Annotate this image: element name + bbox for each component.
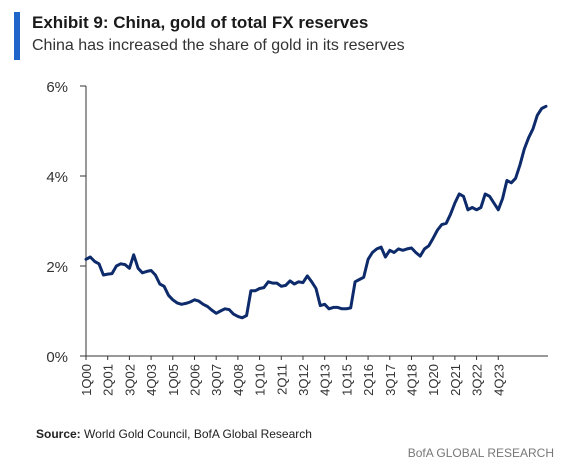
x-tick-label: 3Q07 [209, 364, 224, 396]
y-tick-label: 2% [46, 259, 68, 276]
y-tick-label: 0% [46, 349, 68, 366]
series-line [84, 104, 548, 320]
x-tick-label: 4Q23 [491, 364, 506, 396]
x-tick-label: 3Q17 [383, 364, 398, 396]
x-tick-label: 4Q03 [144, 364, 159, 396]
x-tick-label: 3Q12 [296, 364, 311, 396]
chart-title: Exhibit 9: China, gold of total FX reser… [32, 13, 369, 32]
x-tick-label: 1Q15 [339, 364, 354, 396]
x-tick-label: 4Q08 [231, 364, 246, 396]
source-note: Source: World Gold Council, BofA Global … [36, 427, 312, 441]
x-tick-label: 2Q06 [187, 364, 202, 396]
chart-subtitle: China has increased the share of gold in… [32, 37, 405, 54]
x-tick-label: 4Q18 [404, 364, 419, 396]
x-tick-label: 3Q02 [122, 364, 137, 396]
x-tick-label: 2Q01 [101, 364, 116, 396]
x-tick-label: 3Q22 [470, 364, 485, 396]
brand-label: BofA GLOBAL RESEARCH [407, 446, 554, 460]
x-tick-label: 2Q16 [361, 364, 376, 396]
source-label: Source: [36, 427, 81, 441]
x-tick-label: 1Q10 [253, 364, 268, 396]
x-tick-label: 2Q21 [448, 364, 463, 396]
x-tick-label: 4Q13 [318, 364, 333, 396]
y-tick-label: 6% [46, 79, 68, 96]
source-text: World Gold Council, BofA Global Research [84, 427, 312, 441]
chart-header: Exhibit 9: China, gold of total FX reser… [14, 12, 554, 60]
accent-bar [14, 12, 20, 60]
x-tick-label: 2Q11 [274, 364, 289, 395]
x-tick-label: 1Q20 [426, 364, 441, 396]
x-tick-label: 1Q00 [79, 364, 94, 396]
y-tick-label: 4% [46, 169, 68, 186]
x-tick-label: 1Q05 [166, 364, 181, 396]
